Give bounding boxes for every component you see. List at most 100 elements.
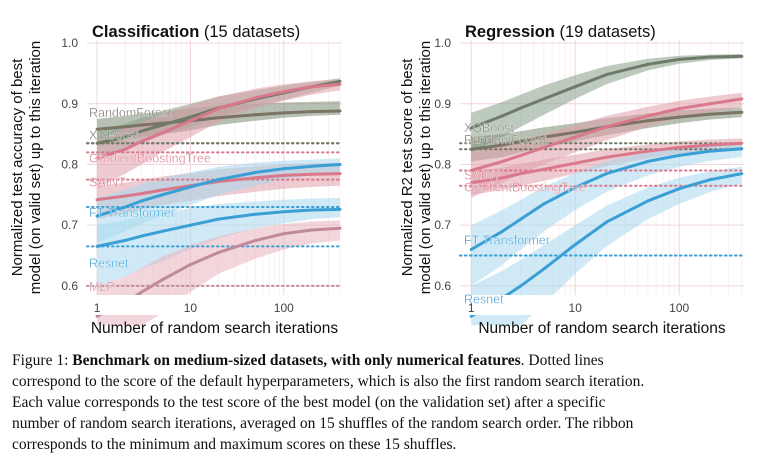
gradientboostingtree-point — [573, 161, 577, 165]
ft-transformer-line — [96, 163, 341, 218]
xgboost-point — [338, 79, 342, 83]
randomforest-point — [519, 139, 523, 143]
gradientboostingtree-point — [501, 176, 504, 180]
ft-transformer-point — [542, 202, 546, 206]
xgboost-line — [470, 54, 742, 130]
chart-title: Classification (15 datasets) — [92, 23, 300, 41]
mlp-point — [140, 290, 144, 294]
ft-transformer-point — [740, 147, 744, 151]
gradientboostingtree-point — [740, 141, 744, 145]
saint-point — [140, 192, 144, 196]
x-tick-label: 100 — [274, 301, 294, 315]
y-tick-label: 0.8 — [61, 157, 78, 171]
xgboost-point — [709, 55, 712, 59]
gradientboostingtree-point — [338, 82, 342, 86]
ft-transformer-point — [677, 153, 681, 157]
ft-transformer-label: FT Transformer — [89, 206, 175, 220]
chart-subtitle: (15 datasets) — [199, 23, 300, 41]
ft-transformer-point — [140, 199, 144, 203]
randomforest-point — [123, 125, 127, 129]
x-tick-label: 10 — [184, 301, 198, 315]
figure-caption: Figure 1: Benchmark on medium-sized data… — [12, 350, 772, 455]
randomforest-point — [573, 130, 577, 134]
ft-transformer-point — [501, 229, 504, 233]
y-tick-label: 0.7 — [61, 218, 78, 232]
ft-transformer-point — [95, 214, 99, 218]
resnet-point — [740, 172, 744, 176]
gradientboostingtree-ribbon — [97, 79, 340, 189]
xgboost-point — [188, 115, 192, 119]
mlp-point — [254, 238, 258, 242]
gradientboostingtree-point — [469, 181, 473, 185]
randomforest-label: RandomForest — [89, 106, 172, 120]
randomforest-point — [310, 110, 314, 114]
y-tick-label: 1.0 — [61, 36, 78, 50]
saint-point — [95, 198, 99, 202]
caption-line-4: corresponds to the minimum and maximum s… — [12, 436, 457, 453]
y-tick-label: 1.0 — [434, 36, 451, 50]
resnet-point — [188, 223, 192, 227]
gradientboostingtree-label: GradientBoostingTree — [464, 181, 586, 195]
saint-point — [573, 135, 577, 139]
resnet-point — [605, 220, 608, 224]
randomforest-point — [740, 110, 744, 114]
gradientboostingtree-point — [709, 143, 712, 147]
xgboost-point — [519, 106, 523, 110]
resnet-point — [140, 234, 144, 238]
ft-transformer-point — [160, 193, 164, 197]
mlp-point — [310, 228, 314, 232]
x-axis-label: Number of random search iterations — [91, 320, 339, 337]
resnet-point — [282, 210, 286, 214]
resnet-point — [123, 238, 127, 242]
y-tick-label: 0.8 — [434, 157, 451, 171]
mlp-point — [188, 263, 192, 267]
saint-point — [646, 114, 650, 118]
gradientboostingtree-point — [542, 167, 546, 171]
y-tick-label: 0.9 — [434, 97, 451, 111]
xgboost-point — [605, 73, 608, 77]
ft-transformer-point — [573, 186, 577, 189]
xgboost-point — [646, 62, 650, 66]
gradientboostingtree-line — [96, 82, 341, 160]
randomforest-line — [96, 109, 341, 131]
resnet-line — [470, 172, 743, 318]
y-axis-label: model (on valid set) up to this iteratio… — [27, 41, 44, 294]
resnet-label: Resnet — [89, 256, 129, 270]
x-tick-label: 100 — [669, 301, 689, 315]
ft-transformer-point — [123, 205, 127, 209]
ft-transformer-point — [605, 172, 608, 176]
gradientboostingtree-point — [605, 155, 608, 159]
y-tick-label: 0.6 — [61, 279, 78, 293]
y-tick-label: 0.6 — [434, 279, 451, 293]
mlp-point — [217, 251, 220, 254]
randomforest-point — [501, 143, 504, 147]
mlp-point — [338, 226, 342, 230]
ft-transformer-point — [338, 163, 342, 166]
caption-first-line-tail: . Dotted lines — [520, 352, 604, 369]
bottom-mask — [458, 295, 746, 315]
resnet-ribbon — [471, 166, 742, 326]
caption-figure-label: Figure 1: — [12, 352, 69, 369]
ft-transformer-point — [282, 167, 286, 171]
figure: RandomForestXGBoostGradientBoostingTreeS… — [9, 23, 746, 337]
ft-transformer-point — [254, 170, 258, 174]
gradientboostingtree-point — [677, 146, 681, 149]
ft-transformer-label: FT Transformer — [464, 233, 550, 247]
xgboost-point — [469, 126, 473, 130]
resnet-point — [519, 284, 523, 288]
randomforest-point — [254, 113, 258, 117]
x-tick-label: 10 — [569, 301, 583, 315]
resnet-point — [542, 267, 546, 271]
xgboost-label: XGBoost — [464, 121, 515, 135]
y-axis-label: Normalized test accuracy of best — [9, 58, 26, 276]
saint-point — [677, 107, 681, 111]
chart-title-main: Regression — [465, 23, 555, 41]
gradientboostingtree-point — [188, 119, 192, 123]
chart-subtitle: (19 datasets) — [555, 23, 656, 41]
gradientboostingtree-line — [470, 141, 742, 185]
x-tick-label: 1 — [94, 301, 101, 315]
ft-transformer-point — [709, 149, 712, 153]
xgboost-point — [542, 97, 546, 101]
randomforest-point — [677, 115, 681, 119]
